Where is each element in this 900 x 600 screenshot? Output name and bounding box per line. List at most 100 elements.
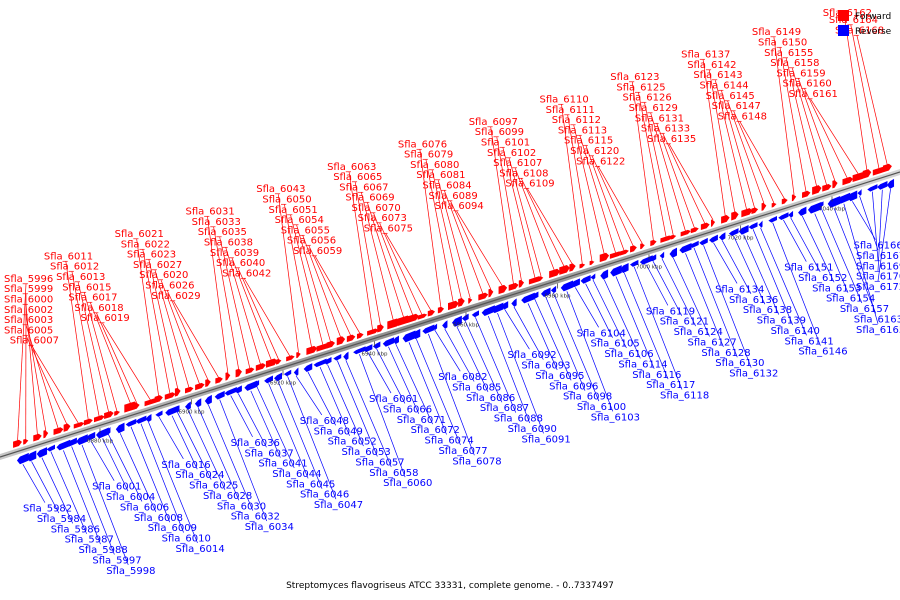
reverse-gene xyxy=(293,367,299,376)
leader-line xyxy=(187,409,226,491)
leader-line xyxy=(456,326,489,393)
leader-line xyxy=(591,155,634,247)
leader-line xyxy=(444,328,475,382)
reverse-gene xyxy=(521,292,535,304)
leader-line xyxy=(237,267,280,360)
reverse-gene xyxy=(649,254,657,262)
leader-line xyxy=(31,345,80,425)
forward-gene xyxy=(721,214,730,224)
leader-line xyxy=(487,315,530,424)
reverse-gene xyxy=(669,247,677,258)
reverse-gene xyxy=(185,401,191,411)
gene-label: Sfla_5986 xyxy=(51,524,100,535)
gene-label: Sfla_6003 xyxy=(4,315,53,326)
gene-label: Sfla_6151 xyxy=(784,263,833,274)
gene-label: Sfla_6005 xyxy=(4,325,53,336)
gene-label: Sfla_6125 xyxy=(616,82,665,93)
leader-line xyxy=(327,364,364,447)
reverse-gene xyxy=(125,418,137,427)
gene-label: Sfla_6148 xyxy=(718,111,767,122)
forward-gene xyxy=(812,185,822,195)
leader-line xyxy=(219,237,251,370)
leader-line xyxy=(852,201,876,240)
leader-line xyxy=(173,300,220,379)
gene-label: Sfla_6154 xyxy=(826,294,875,305)
reverse-gene xyxy=(26,450,37,462)
gene-label: Sfla_6066 xyxy=(383,404,432,415)
leader-line xyxy=(534,299,572,381)
forward-gene xyxy=(508,282,519,291)
gene-label: Sfla_6142 xyxy=(687,60,736,71)
leader-line xyxy=(287,376,337,500)
leader-line xyxy=(638,92,667,239)
forward-gene xyxy=(872,166,886,176)
leader-line xyxy=(661,258,696,327)
gene-label: Sfla_6037 xyxy=(244,448,293,459)
gene-label: Sfla_6082 xyxy=(438,372,487,383)
forward-gene xyxy=(609,251,623,259)
gene-label: Sfla_6131 xyxy=(635,113,684,124)
leader-line xyxy=(872,191,879,261)
gene-label: Sfla_6172 xyxy=(856,282,900,293)
gene-label: Sfla_6054 xyxy=(275,215,324,226)
reverse-gene xyxy=(323,357,332,365)
gene-label: Sfla_6067 xyxy=(339,182,388,193)
leader-line xyxy=(376,348,406,404)
leader-line xyxy=(71,446,115,555)
gene-label: Sfla_6105 xyxy=(591,339,640,350)
leader-line xyxy=(77,281,110,414)
leader-line xyxy=(703,245,752,368)
gene-label: Sfla_6077 xyxy=(438,446,487,457)
reverse-gene xyxy=(600,269,609,280)
leader-line xyxy=(585,283,613,338)
leader-line xyxy=(615,276,655,369)
gene-label: Sfla_6004 xyxy=(106,492,155,503)
leader-line xyxy=(672,257,710,337)
leader-line xyxy=(295,375,323,416)
forward-gene xyxy=(225,372,231,381)
gene-label: Sfla_6026 xyxy=(145,281,194,292)
leader-line xyxy=(425,159,454,304)
reverse-gene xyxy=(204,394,212,405)
gene-label: Sfla_6088 xyxy=(494,414,543,425)
leader-line xyxy=(354,181,381,326)
forward-gene xyxy=(791,194,797,202)
gene-label: Sfla_6044 xyxy=(272,469,321,480)
leader-line xyxy=(585,145,625,252)
leader-line xyxy=(207,216,229,373)
gene-label: Sfla_5998 xyxy=(106,566,155,577)
leader-line xyxy=(96,312,138,404)
gene-label: Sfla_6118 xyxy=(660,391,709,402)
tick-label: 6880 kbp xyxy=(87,438,113,444)
gene-label: Sfla_6135 xyxy=(647,134,696,145)
reverse-gene xyxy=(392,335,399,345)
leader-line xyxy=(508,157,542,277)
gene-label: Sfla_6065 xyxy=(333,172,382,183)
gene-label: Sfla_6169 xyxy=(856,261,900,272)
gene-label: Sfla_6000 xyxy=(4,294,53,305)
leader-line xyxy=(107,433,143,502)
forward-gene xyxy=(134,402,140,410)
leader-line xyxy=(83,292,118,412)
leader-line xyxy=(319,366,350,436)
gene-label: Sfla_6061 xyxy=(369,394,418,405)
leader-line xyxy=(250,390,281,458)
leader-line xyxy=(877,189,883,271)
leader-line xyxy=(574,287,599,328)
gene-label: Sfla_6046 xyxy=(300,490,349,501)
gene-label: Sfla_6032 xyxy=(231,512,280,523)
leader-line xyxy=(502,147,536,280)
gene-label: Sfla_6015 xyxy=(62,282,111,293)
forward-gene xyxy=(205,379,211,388)
gene-label: Sfla_6136 xyxy=(729,295,778,306)
gene-label: Sfla_6143 xyxy=(693,70,742,81)
forward-gene xyxy=(83,418,93,426)
gene-label: Sfla_6021 xyxy=(115,229,164,240)
leader-line xyxy=(721,240,752,294)
gene-label: Sfla_6049 xyxy=(314,426,363,437)
reverse-gene xyxy=(135,415,147,424)
leader-line xyxy=(773,37,795,195)
reverse-gene xyxy=(847,190,858,202)
